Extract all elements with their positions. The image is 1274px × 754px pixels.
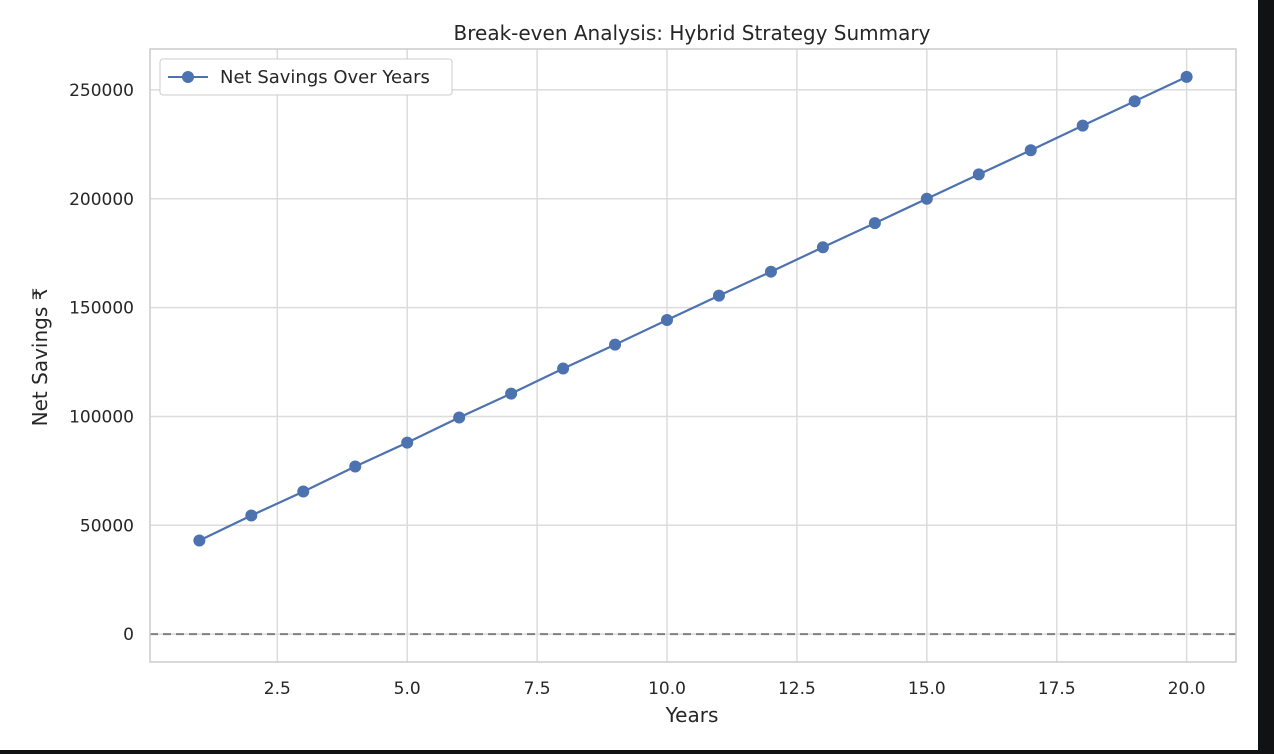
data-point <box>245 509 258 522</box>
y-tick-label: 150000 <box>69 299 134 319</box>
data-point <box>505 387 518 400</box>
data-point <box>868 217 881 230</box>
x-tick-label: 20.0 <box>1168 679 1206 699</box>
x-tick-label: 7.5 <box>524 679 551 699</box>
data-point <box>297 485 310 498</box>
data-point <box>816 241 829 254</box>
legend-marker-swatch <box>182 71 194 83</box>
legend: Net Savings Over Years <box>159 58 453 96</box>
data-point <box>453 411 466 424</box>
plot-frame <box>149 48 1237 663</box>
legend-label: Net Savings Over Years <box>220 67 430 88</box>
series-line <box>198 75 1188 542</box>
data-point <box>712 289 725 302</box>
x-tick-label: 2.5 <box>264 679 291 699</box>
data-point <box>1024 144 1037 157</box>
gridlines <box>150 49 1236 662</box>
data-point <box>661 314 674 327</box>
y-tick-label: 200000 <box>69 190 134 210</box>
data-point <box>1180 70 1193 83</box>
plot-background <box>150 49 1236 662</box>
legend-box <box>159 58 453 96</box>
x-tick-label: 12.5 <box>778 679 816 699</box>
x-axis-label: Years <box>665 703 719 727</box>
data-point <box>349 460 362 473</box>
data-point <box>1076 119 1089 132</box>
x-tick-label: 17.5 <box>1038 679 1076 699</box>
y-tick-label: 250000 <box>69 81 134 101</box>
data-point <box>557 362 570 375</box>
y-tick-label: 100000 <box>69 407 134 427</box>
y-tick-label: 0 <box>123 625 134 645</box>
data-point <box>764 265 777 278</box>
data-point <box>193 534 206 547</box>
x-tick-label: 15.0 <box>908 679 946 699</box>
data-point <box>1128 95 1141 108</box>
y-tick-label: 50000 <box>80 516 134 536</box>
chart-title: Break-even Analysis: Hybrid Strategy Sum… <box>454 21 931 45</box>
data-point <box>401 436 414 449</box>
y-axis-label: Net Savings ₹ <box>28 288 52 427</box>
x-tick-label: 10.0 <box>648 679 686 699</box>
data-point <box>920 192 933 205</box>
tick-labels: 2.5 5.0 7.5 10.0 12.5 15.0 17.5 20.0 0 50000 10000… <box>69 81 1205 699</box>
x-tick-label: 5.0 <box>394 679 421 699</box>
data-point <box>609 338 622 351</box>
series-layer <box>193 70 1193 547</box>
data-point <box>972 168 985 181</box>
